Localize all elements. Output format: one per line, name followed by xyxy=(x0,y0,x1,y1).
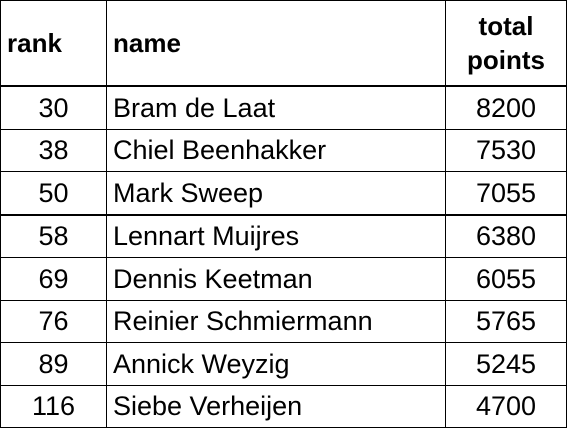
rank-cell: 116 xyxy=(0,385,107,428)
table-row: 116 Siebe Verheijen 4700 xyxy=(0,385,567,428)
table-row: 69 Dennis Keetman 6055 xyxy=(0,257,567,301)
table-body: 30 Bram de Laat 8200 38 Chiel Beenhakker… xyxy=(0,86,567,428)
name-cell: Reinier Schmiermann xyxy=(106,300,446,343)
header-total-points-line1: total xyxy=(478,11,534,41)
points-cell: 6380 xyxy=(445,214,567,258)
rank-cell: 30 xyxy=(0,86,107,130)
points-cell: 7530 xyxy=(445,129,567,172)
rank-cell: 50 xyxy=(0,171,107,216)
name-cell: Lennart Muijres xyxy=(106,214,446,258)
header-total-points-line2: points xyxy=(467,45,545,75)
table-row: 89 Annick Weyzig 5245 xyxy=(0,342,567,386)
table-row: 38 Chiel Beenhakker 7530 xyxy=(0,129,567,172)
name-cell: Siebe Verheijen xyxy=(106,385,446,428)
name-cell: Annick Weyzig xyxy=(106,342,446,386)
rank-cell: 89 xyxy=(0,342,107,386)
header-rank: rank xyxy=(0,0,107,87)
header-total-points: total points xyxy=(445,0,567,87)
points-cell: 6055 xyxy=(445,257,567,301)
table-row: 50 Mark Sweep 7055 xyxy=(0,171,567,216)
name-cell: Dennis Keetman xyxy=(106,257,446,301)
table-header: rank name total points xyxy=(0,0,567,87)
rank-cell: 58 xyxy=(0,214,107,258)
name-cell: Bram de Laat xyxy=(106,86,446,130)
rank-cell: 69 xyxy=(0,257,107,301)
points-cell: 8200 xyxy=(445,86,567,130)
points-cell: 5765 xyxy=(445,300,567,343)
points-cell: 4700 xyxy=(445,385,567,428)
rank-cell: 76 xyxy=(0,300,107,343)
points-cell: 7055 xyxy=(445,171,567,216)
table-row: 58 Lennart Muijres 6380 xyxy=(0,214,567,258)
table-row: 30 Bram de Laat 8200 xyxy=(0,86,567,130)
name-cell: Mark Sweep xyxy=(106,171,446,216)
points-cell: 5245 xyxy=(445,342,567,386)
name-cell: Chiel Beenhakker xyxy=(106,129,446,172)
rank-cell: 38 xyxy=(0,129,107,172)
table-row: 76 Reinier Schmiermann 5765 xyxy=(0,300,567,343)
header-row: rank name total points xyxy=(0,0,567,87)
header-name: name xyxy=(106,0,446,87)
